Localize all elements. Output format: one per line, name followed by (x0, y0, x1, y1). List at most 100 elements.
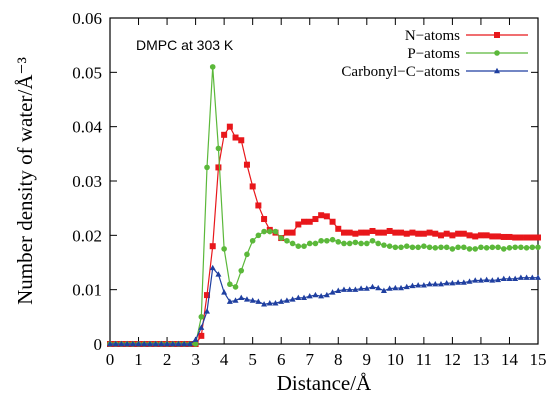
data-point (432, 230, 439, 237)
data-point (380, 229, 387, 236)
data-point (318, 292, 325, 299)
data-point (272, 228, 279, 235)
x-tick-label: 14 (501, 350, 519, 369)
data-point (420, 230, 427, 237)
series-line (110, 266, 538, 345)
data-point (392, 284, 399, 291)
data-point (535, 234, 541, 241)
data-point (209, 64, 216, 70)
data-point (272, 300, 279, 306)
data-point (364, 240, 370, 247)
data-point (261, 301, 268, 307)
legend-label: N−atoms (405, 28, 460, 44)
data-point (295, 221, 302, 228)
data-point (369, 283, 376, 290)
data-point (221, 131, 228, 138)
data-point (483, 245, 490, 251)
series-3 (107, 264, 541, 347)
data-point (243, 161, 250, 168)
data-point (107, 340, 113, 347)
axis-ticks: 0 1 2 3 4 5 6 7 8 9 10 11 12 13 14 1500.010.020.030.040… (72, 9, 546, 369)
data-point (375, 229, 382, 236)
data-point (232, 284, 239, 290)
data-point (517, 234, 524, 241)
data-point (477, 277, 484, 283)
data-point (506, 245, 513, 251)
data-point (346, 240, 353, 247)
x-tick-label: 12 (444, 350, 461, 369)
data-point (198, 314, 205, 320)
data-point (529, 234, 536, 241)
data-point (500, 275, 507, 281)
data-point (346, 229, 353, 236)
data-point (352, 286, 359, 292)
data-point (204, 164, 210, 171)
data-point (306, 292, 313, 299)
data-point (409, 282, 416, 289)
data-point (124, 340, 131, 347)
data-point (443, 244, 450, 251)
data-point (289, 229, 296, 236)
data-point (278, 298, 285, 304)
data-point (249, 297, 256, 303)
x-axis-label: Distance/Å (277, 371, 372, 395)
data-point (352, 239, 359, 246)
x-tick-label: 4 (220, 350, 229, 369)
data-point (495, 244, 501, 251)
data-point (426, 281, 433, 287)
data-point (455, 230, 462, 237)
data-point (261, 216, 268, 223)
x-tick-label: 1 (134, 350, 143, 369)
data-point (295, 243, 302, 249)
data-point (535, 274, 541, 280)
data-point (186, 340, 193, 347)
data-point (409, 229, 416, 236)
data-point (518, 244, 524, 251)
data-point (358, 285, 365, 291)
series-layer (107, 64, 541, 347)
data-point (386, 285, 393, 291)
data-point (323, 213, 330, 220)
data-point (443, 279, 450, 286)
data-point (204, 292, 211, 299)
data-point (209, 243, 216, 250)
data-point (243, 296, 250, 302)
data-point (209, 264, 216, 271)
data-point (278, 235, 285, 241)
data-point (215, 271, 222, 277)
data-point (266, 300, 273, 306)
data-point (215, 164, 222, 171)
legend: N−atoms P−atoms Carbonyl−C−atoms (341, 28, 528, 80)
data-point (312, 216, 319, 223)
data-point (112, 340, 119, 347)
series-line (110, 66, 538, 345)
data-point (489, 233, 496, 240)
data-point (152, 340, 159, 347)
data-point (238, 267, 245, 274)
data-point (226, 298, 233, 304)
data-point (266, 228, 273, 235)
data-point (420, 282, 427, 288)
data-point (318, 212, 325, 219)
data-point (261, 228, 267, 235)
data-point (512, 234, 519, 241)
data-point (358, 229, 365, 236)
y-tick-label: 0.01 (72, 281, 102, 300)
data-point (289, 296, 296, 302)
x-tick-label: 7 (305, 350, 314, 369)
data-point (340, 229, 347, 236)
data-point (455, 244, 461, 251)
data-point (472, 277, 479, 283)
data-point (301, 243, 307, 249)
data-point (535, 244, 541, 251)
data-point (432, 281, 439, 287)
data-point (284, 237, 290, 244)
data-point (221, 246, 227, 252)
data-point (192, 336, 199, 342)
data-point (426, 244, 433, 251)
data-point (255, 232, 262, 239)
legend-marker (494, 50, 500, 56)
data-point (192, 341, 199, 347)
data-point (380, 287, 387, 293)
data-point (238, 137, 245, 144)
